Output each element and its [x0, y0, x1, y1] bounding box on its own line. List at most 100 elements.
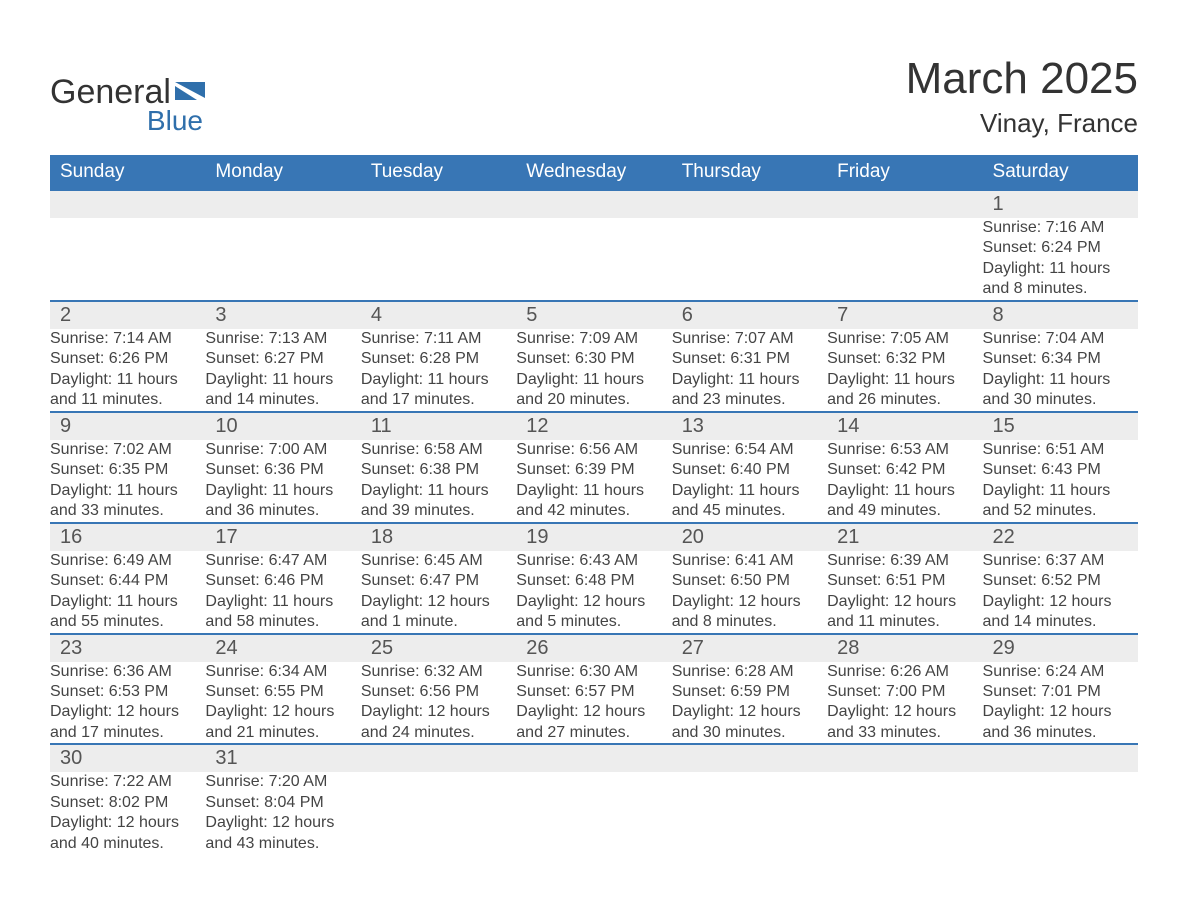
day-cell: 17: [205, 523, 360, 551]
info-row: Sunrise: 7:22 AMSunset: 8:02 PMDaylight:…: [50, 772, 1138, 854]
day-number: 28: [827, 635, 982, 662]
day-sunrise: Sunrise: 7:07 AM: [672, 329, 827, 349]
day-sunset: Sunset: 6:42 PM: [827, 460, 982, 480]
title-block: March 2025 Vinay, France: [906, 40, 1138, 149]
day-info-cell: Sunrise: 6:26 AMSunset: 7:00 PMDaylight:…: [827, 662, 982, 745]
day-sunset: Sunset: 6:48 PM: [516, 571, 671, 591]
day-cell: 28: [827, 634, 982, 662]
day-sunset: Sunset: 6:35 PM: [50, 460, 205, 480]
day-sunrise: Sunrise: 6:41 AM: [672, 551, 827, 571]
day-dl2: and 36 minutes.: [205, 501, 360, 521]
weekday-header-row: Sunday Monday Tuesday Wednesday Thursday…: [50, 155, 1138, 190]
day-sunset: Sunset: 6:43 PM: [983, 460, 1138, 480]
day-cell: 9: [50, 412, 205, 440]
day-dl1: Daylight: 11 hours: [516, 481, 671, 501]
day-dl1: Daylight: 11 hours: [827, 370, 982, 390]
day-dl2: and 1 minute.: [361, 612, 516, 632]
day-sunrise: Sunrise: 6:26 AM: [827, 662, 982, 682]
day-sunrise: Sunrise: 7:14 AM: [50, 329, 205, 349]
day-dl1: Daylight: 12 hours: [983, 702, 1138, 722]
day-cell: 8: [983, 301, 1138, 329]
day-dl1: Daylight: 12 hours: [516, 702, 671, 722]
day-dl1: Daylight: 12 hours: [827, 702, 982, 722]
weekday-header: Sunday: [50, 155, 205, 190]
day-sunset: Sunset: 6:46 PM: [205, 571, 360, 591]
day-cell: 22: [983, 523, 1138, 551]
day-sunset: Sunset: 6:24 PM: [983, 238, 1138, 258]
day-info-cell: [827, 772, 982, 854]
day-info-cell: Sunrise: 6:39 AMSunset: 6:51 PMDaylight:…: [827, 551, 982, 634]
day-cell: 3: [205, 301, 360, 329]
daynum-row: 16171819202122: [50, 523, 1138, 551]
day-cell: 5: [516, 301, 671, 329]
day-dl1: Daylight: 11 hours: [361, 481, 516, 501]
day-info-cell: [361, 218, 516, 301]
day-dl1: Daylight: 11 hours: [205, 481, 360, 501]
day-sunset: Sunset: 7:01 PM: [983, 682, 1138, 702]
day-sunset: Sunset: 6:36 PM: [205, 460, 360, 480]
day-info-cell: Sunrise: 6:24 AMSunset: 7:01 PMDaylight:…: [983, 662, 1138, 745]
day-info-cell: Sunrise: 7:14 AMSunset: 6:26 PMDaylight:…: [50, 329, 205, 412]
daynum-row: 2345678: [50, 301, 1138, 329]
day-dl2: and 43 minutes.: [205, 834, 360, 854]
day-dl2: and 36 minutes.: [983, 723, 1138, 743]
day-info-cell: Sunrise: 7:00 AMSunset: 6:36 PMDaylight:…: [205, 440, 360, 523]
day-sunrise: Sunrise: 6:37 AM: [983, 551, 1138, 571]
day-number: 24: [205, 635, 360, 662]
day-cell: 4: [361, 301, 516, 329]
day-sunrise: Sunrise: 7:09 AM: [516, 329, 671, 349]
day-dl2: and 27 minutes.: [516, 723, 671, 743]
day-dl1: Daylight: 11 hours: [516, 370, 671, 390]
day-cell: 23: [50, 634, 205, 662]
daynum-row: 3031: [50, 744, 1138, 772]
day-info-cell: [361, 772, 516, 854]
day-info-cell: Sunrise: 7:07 AMSunset: 6:31 PMDaylight:…: [672, 329, 827, 412]
day-number: 27: [672, 635, 827, 662]
day-dl2: and 55 minutes.: [50, 612, 205, 632]
day-cell: 21: [827, 523, 982, 551]
day-info-cell: Sunrise: 6:58 AMSunset: 6:38 PMDaylight:…: [361, 440, 516, 523]
day-dl1: Daylight: 12 hours: [672, 702, 827, 722]
day-number: 12: [516, 413, 671, 440]
weekday-header: Tuesday: [361, 155, 516, 190]
day-dl1: Daylight: 11 hours: [205, 592, 360, 612]
day-number: 16: [50, 524, 205, 551]
calendar-table: Sunday Monday Tuesday Wednesday Thursday…: [50, 155, 1138, 854]
day-sunset: Sunset: 6:44 PM: [50, 571, 205, 591]
day-dl2: and 40 minutes.: [50, 834, 205, 854]
day-cell: 20: [672, 523, 827, 551]
day-dl2: and 33 minutes.: [827, 723, 982, 743]
day-info-cell: Sunrise: 6:53 AMSunset: 6:42 PMDaylight:…: [827, 440, 982, 523]
day-sunset: Sunset: 6:52 PM: [983, 571, 1138, 591]
day-dl1: Daylight: 11 hours: [672, 481, 827, 501]
day-number: 25: [361, 635, 516, 662]
day-sunrise: Sunrise: 6:53 AM: [827, 440, 982, 460]
day-number: 5: [516, 302, 671, 329]
day-cell: 6: [672, 301, 827, 329]
day-sunset: Sunset: 8:02 PM: [50, 793, 205, 813]
day-sunrise: Sunrise: 7:13 AM: [205, 329, 360, 349]
day-info-cell: Sunrise: 6:41 AMSunset: 6:50 PMDaylight:…: [672, 551, 827, 634]
day-sunrise: Sunrise: 7:05 AM: [827, 329, 982, 349]
day-sunrise: Sunrise: 7:11 AM: [361, 329, 516, 349]
day-number: 17: [205, 524, 360, 551]
day-dl1: Daylight: 12 hours: [50, 813, 205, 833]
day-sunrise: Sunrise: 6:32 AM: [361, 662, 516, 682]
location-title: Vinay, France: [906, 108, 1138, 139]
day-cell: 12: [516, 412, 671, 440]
day-cell: [205, 190, 360, 218]
day-dl1: Daylight: 11 hours: [983, 259, 1138, 279]
day-sunset: Sunset: 6:38 PM: [361, 460, 516, 480]
day-cell: 27: [672, 634, 827, 662]
day-sunset: Sunset: 6:57 PM: [516, 682, 671, 702]
day-dl1: Daylight: 11 hours: [983, 370, 1138, 390]
day-number: 29: [983, 635, 1138, 662]
day-info-cell: Sunrise: 7:02 AMSunset: 6:35 PMDaylight:…: [50, 440, 205, 523]
day-dl2: and 23 minutes.: [672, 390, 827, 410]
page-header: General Blue March 2025 Vinay, France: [50, 40, 1138, 149]
day-info-cell: Sunrise: 7:09 AMSunset: 6:30 PMDaylight:…: [516, 329, 671, 412]
day-dl1: Daylight: 12 hours: [205, 813, 360, 833]
day-sunrise: Sunrise: 7:22 AM: [50, 772, 205, 792]
day-sunrise: Sunrise: 6:49 AM: [50, 551, 205, 571]
day-number: 9: [50, 413, 205, 440]
